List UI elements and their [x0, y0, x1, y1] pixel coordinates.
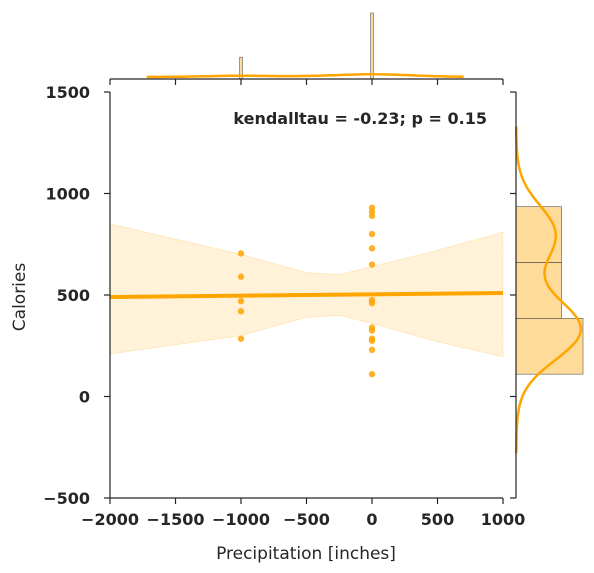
x-ticks: −2000 −1500 −1000 −500 0 500 1000: [81, 498, 525, 529]
scatter-point: [368, 370, 376, 378]
x-tick-label: −500: [283, 510, 330, 529]
scatter-points: [237, 204, 376, 378]
scatter-point: [368, 230, 376, 238]
scatter-point: [237, 250, 245, 257]
x-tick-label: 1000: [481, 510, 526, 529]
x-tick-label: 500: [421, 510, 454, 529]
scatter-point: [237, 297, 245, 305]
main-axes: −2000 −1500 −1000 −500 0 500 1000 −500 0 500 1000…: [10, 83, 525, 564]
x-tick-label: −1000: [212, 510, 270, 529]
x-tick-label: −1500: [147, 510, 205, 529]
y-ticks: −500 0 500 1000 1500: [43, 83, 110, 508]
top-marginal: [109, 12, 504, 85]
right-hist-bar: [515, 206, 562, 263]
right-hist-bar: [515, 262, 562, 319]
y-tick-label: −500: [43, 489, 90, 508]
scatter-point: [368, 245, 376, 252]
scatter-point: [368, 261, 376, 268]
x-tick-label: −2000: [81, 510, 139, 529]
scatter-point: [368, 346, 376, 354]
y-tick-label: 1000: [45, 185, 90, 204]
y-axis-title: Calories: [10, 263, 30, 332]
scatter-point: [368, 327, 376, 334]
scatter-point: [237, 273, 245, 280]
scatter-point: [368, 299, 376, 307]
scatter-point: [237, 335, 245, 342]
top-hist-bar: [370, 12, 374, 80]
x-axis-title: Precipitation [inches]: [216, 544, 396, 564]
right-kde-curve: [514, 126, 583, 454]
scatter-point: [368, 212, 376, 220]
correlation-annotation: kendalltau = -0.23; p = 0.15: [233, 109, 487, 128]
scatter-point: [237, 308, 245, 315]
top-kde-curve: [146, 73, 464, 79]
right-marginal-ticks: [510, 91, 516, 499]
y-tick-label: 1500: [45, 83, 90, 102]
y-tick-label: 500: [57, 286, 90, 305]
top-marginal-ticks: [109, 79, 504, 85]
confidence-band: [109, 223, 504, 358]
regression-line: [109, 290, 504, 300]
scatter-point: [368, 337, 376, 344]
x-tick-label: 0: [366, 510, 377, 529]
y-tick-label: 0: [79, 388, 90, 407]
right-marginal: [510, 91, 584, 499]
